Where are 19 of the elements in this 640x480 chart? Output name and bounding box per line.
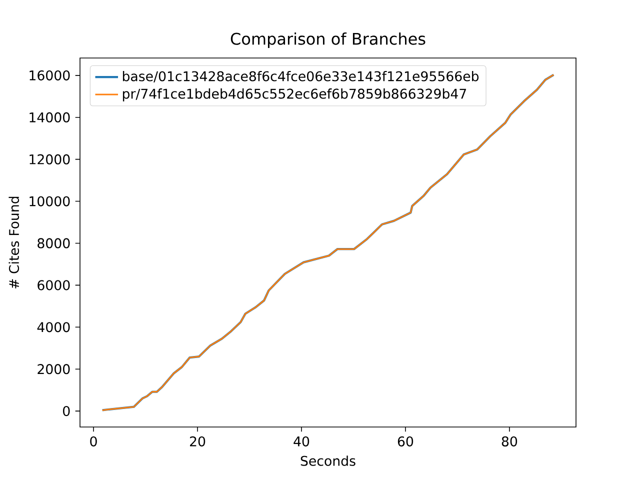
y-tick-label: 12000 [30, 154, 70, 164]
y-tick-label: 10000 [30, 196, 70, 206]
x-tick-label: 80 [502, 436, 518, 446]
x-tick-label: 40 [294, 436, 310, 446]
y-tick-label: 2000 [38, 364, 70, 374]
legend-label: base/01c13428ace8f6c4fce06e33e143f121e95566eb [122, 70, 479, 82]
legend-label: pr/74f1ce1bdeb4d65c552ec6ef6b7859b866329b47 [122, 88, 466, 102]
x-tick-label: 0 [90, 436, 97, 446]
chart-title: Comparison of Branches [230, 32, 426, 48]
y-tick-label: 6000 [38, 280, 70, 290]
y-tick-label: 14000 [30, 112, 70, 122]
y-tick-label: 16000 [30, 70, 70, 80]
y-tick-label: 4000 [37, 322, 70, 332]
y-tick-label: 8000 [38, 238, 70, 248]
x-tick-label: 20 [190, 436, 206, 446]
y-tick-label: 0 [63, 406, 70, 416]
x-axis-title: Seconds [300, 456, 356, 466]
y-axis-title: # Cites Found [8, 196, 20, 288]
x-tick-label: 60 [398, 436, 414, 446]
